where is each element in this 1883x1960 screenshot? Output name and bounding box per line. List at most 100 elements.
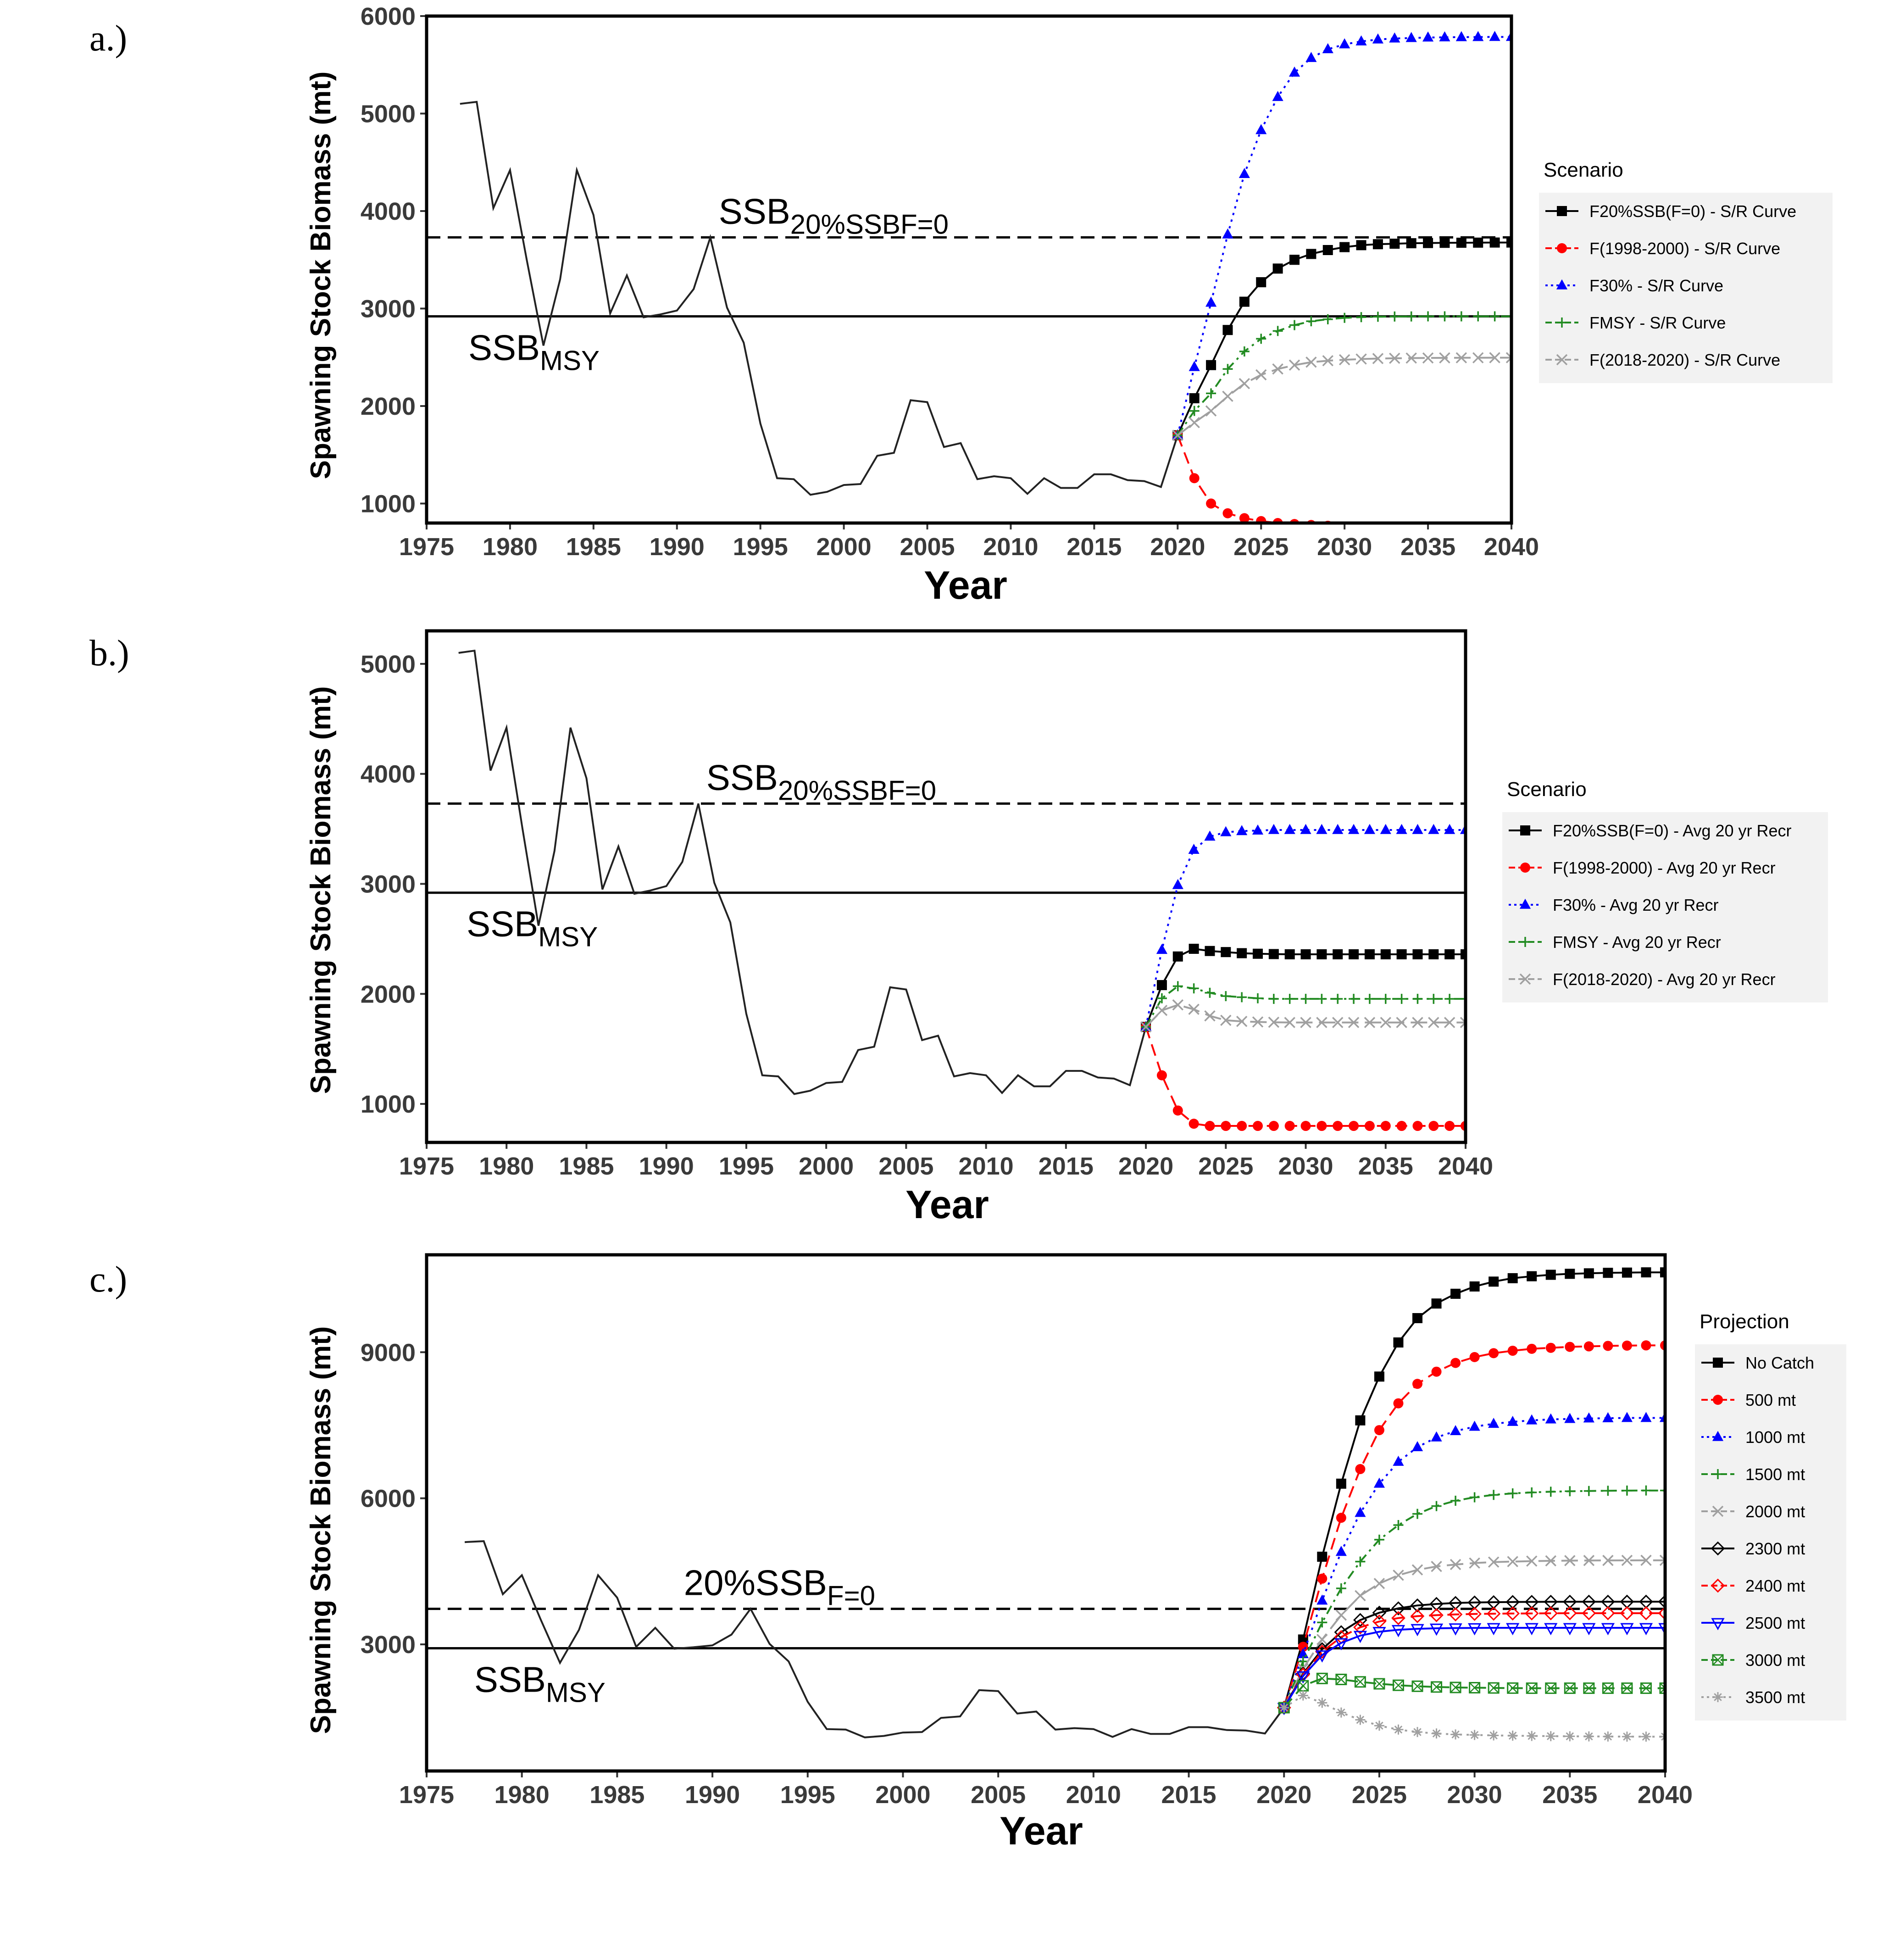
data-point (1221, 1121, 1231, 1131)
data-point (1334, 1638, 1348, 1651)
x-tick-label: 1975 (399, 1153, 454, 1180)
y-tick-label: 4000 (361, 198, 416, 225)
data-point (1316, 1634, 1328, 1645)
data-point (1439, 238, 1450, 248)
x-tick-label: 2010 (959, 1153, 1014, 1180)
data-point (1204, 830, 1216, 841)
data-point (1507, 1682, 1519, 1694)
data-point (1658, 1623, 1665, 1636)
y-tick-label: 2000 (361, 980, 416, 1008)
data-point (1355, 1507, 1366, 1517)
data-point (1268, 949, 1279, 959)
data-point (1354, 1676, 1366, 1688)
data-point (1204, 1010, 1216, 1022)
data-point (1339, 38, 1350, 49)
data-point (1389, 239, 1400, 249)
data-point (1355, 1556, 1366, 1567)
data-point (1364, 1121, 1375, 1131)
data-point (1565, 1269, 1575, 1279)
legend-key-marker (1712, 1505, 1724, 1517)
data-point (1659, 1682, 1665, 1694)
legend-item: F20%SSB(F=0) - S/R Curve (1544, 194, 1796, 228)
data-point (1355, 1415, 1366, 1425)
data-point (1315, 1650, 1329, 1663)
data-point (1601, 1623, 1615, 1636)
panel-label: a.) (89, 18, 127, 59)
data-point (1621, 1554, 1633, 1566)
x-tick-label: 1995 (733, 533, 788, 561)
data-layer (427, 1267, 1665, 1742)
series-line (1283, 1627, 1665, 1709)
data-point (1444, 1121, 1455, 1131)
data-point (1393, 1570, 1404, 1581)
data-point (1489, 1276, 1499, 1287)
data-point (1428, 949, 1439, 959)
data-point (1289, 255, 1300, 265)
y-tick-label: 3000 (361, 295, 416, 323)
data-point (1372, 239, 1383, 250)
data-point (1564, 1555, 1576, 1566)
data-point (1469, 1682, 1481, 1694)
x-tick-label: 2005 (878, 1153, 933, 1180)
data-point (1428, 994, 1439, 1004)
data-point (1620, 1623, 1634, 1636)
data-point (1450, 1682, 1461, 1693)
y-tick-label: 5000 (361, 651, 416, 678)
x-tick-label: 1990 (685, 1781, 740, 1809)
legend-label: 2000 mt (1745, 1502, 1805, 1521)
data-point (1659, 1554, 1665, 1566)
data-point (1489, 1730, 1499, 1741)
data-point (1469, 1420, 1480, 1431)
data-point (1268, 1016, 1280, 1028)
legend-item: F30% - S/R Curve (1544, 268, 1723, 303)
data-point (1393, 1520, 1404, 1531)
x-tick-label: 1995 (780, 1781, 835, 1809)
x-tick-label: 2015 (1039, 1153, 1094, 1180)
data-point (1429, 1608, 1444, 1622)
data-point (1431, 1298, 1442, 1309)
data-point (1641, 1340, 1651, 1351)
data-point (1355, 1590, 1366, 1602)
data-point (1423, 311, 1433, 322)
data-point (1507, 1556, 1518, 1567)
legend-item: F(1998-2000) - Avg 20 yr Recr (1507, 850, 1776, 885)
data-point (1583, 1682, 1595, 1694)
x-tick-label: 1975 (399, 1781, 454, 1809)
data-point (1640, 1554, 1652, 1566)
data-point (1639, 1623, 1653, 1636)
x-tick-label: 2030 (1317, 533, 1372, 561)
legend-key-marker (1712, 1654, 1724, 1666)
data-point (1189, 417, 1200, 429)
legend-key-marker (1713, 1358, 1723, 1368)
x-tick-label: 1975 (399, 533, 454, 561)
data-point (1317, 1552, 1328, 1562)
data-point (1524, 1606, 1539, 1620)
data-point (1450, 1495, 1461, 1506)
legend-label: 2300 mt (1745, 1539, 1805, 1558)
legend-item: 2400 mt (1700, 1568, 1805, 1603)
data-point (1473, 311, 1483, 322)
data-point (1205, 296, 1217, 307)
panel-label: c.) (89, 1259, 127, 1300)
data-point (1372, 353, 1384, 364)
x-tick-label: 1990 (650, 533, 705, 561)
data-point (1205, 987, 1215, 998)
data-point (1456, 311, 1466, 322)
data-point (1364, 1017, 1376, 1028)
data-point (1488, 1556, 1500, 1568)
series-4 (1140, 999, 1466, 1033)
reference-label-main: SSB (706, 757, 778, 797)
data-point (1582, 1623, 1596, 1636)
legend-key-marker (1557, 206, 1567, 216)
data-point (1336, 1478, 1346, 1489)
plot-border (425, 629, 1467, 1144)
data-point (1456, 238, 1466, 248)
reference-line-label: SSB20%SSBF=0 (706, 757, 936, 806)
data-point (1256, 277, 1266, 288)
data-point (1391, 1611, 1405, 1626)
x-tick-label: 2030 (1447, 1781, 1502, 1809)
data-point (1317, 1573, 1328, 1584)
legend-key-marker (1520, 863, 1530, 873)
data-point (1411, 1441, 1423, 1452)
legend-key-marker (1556, 354, 1568, 366)
